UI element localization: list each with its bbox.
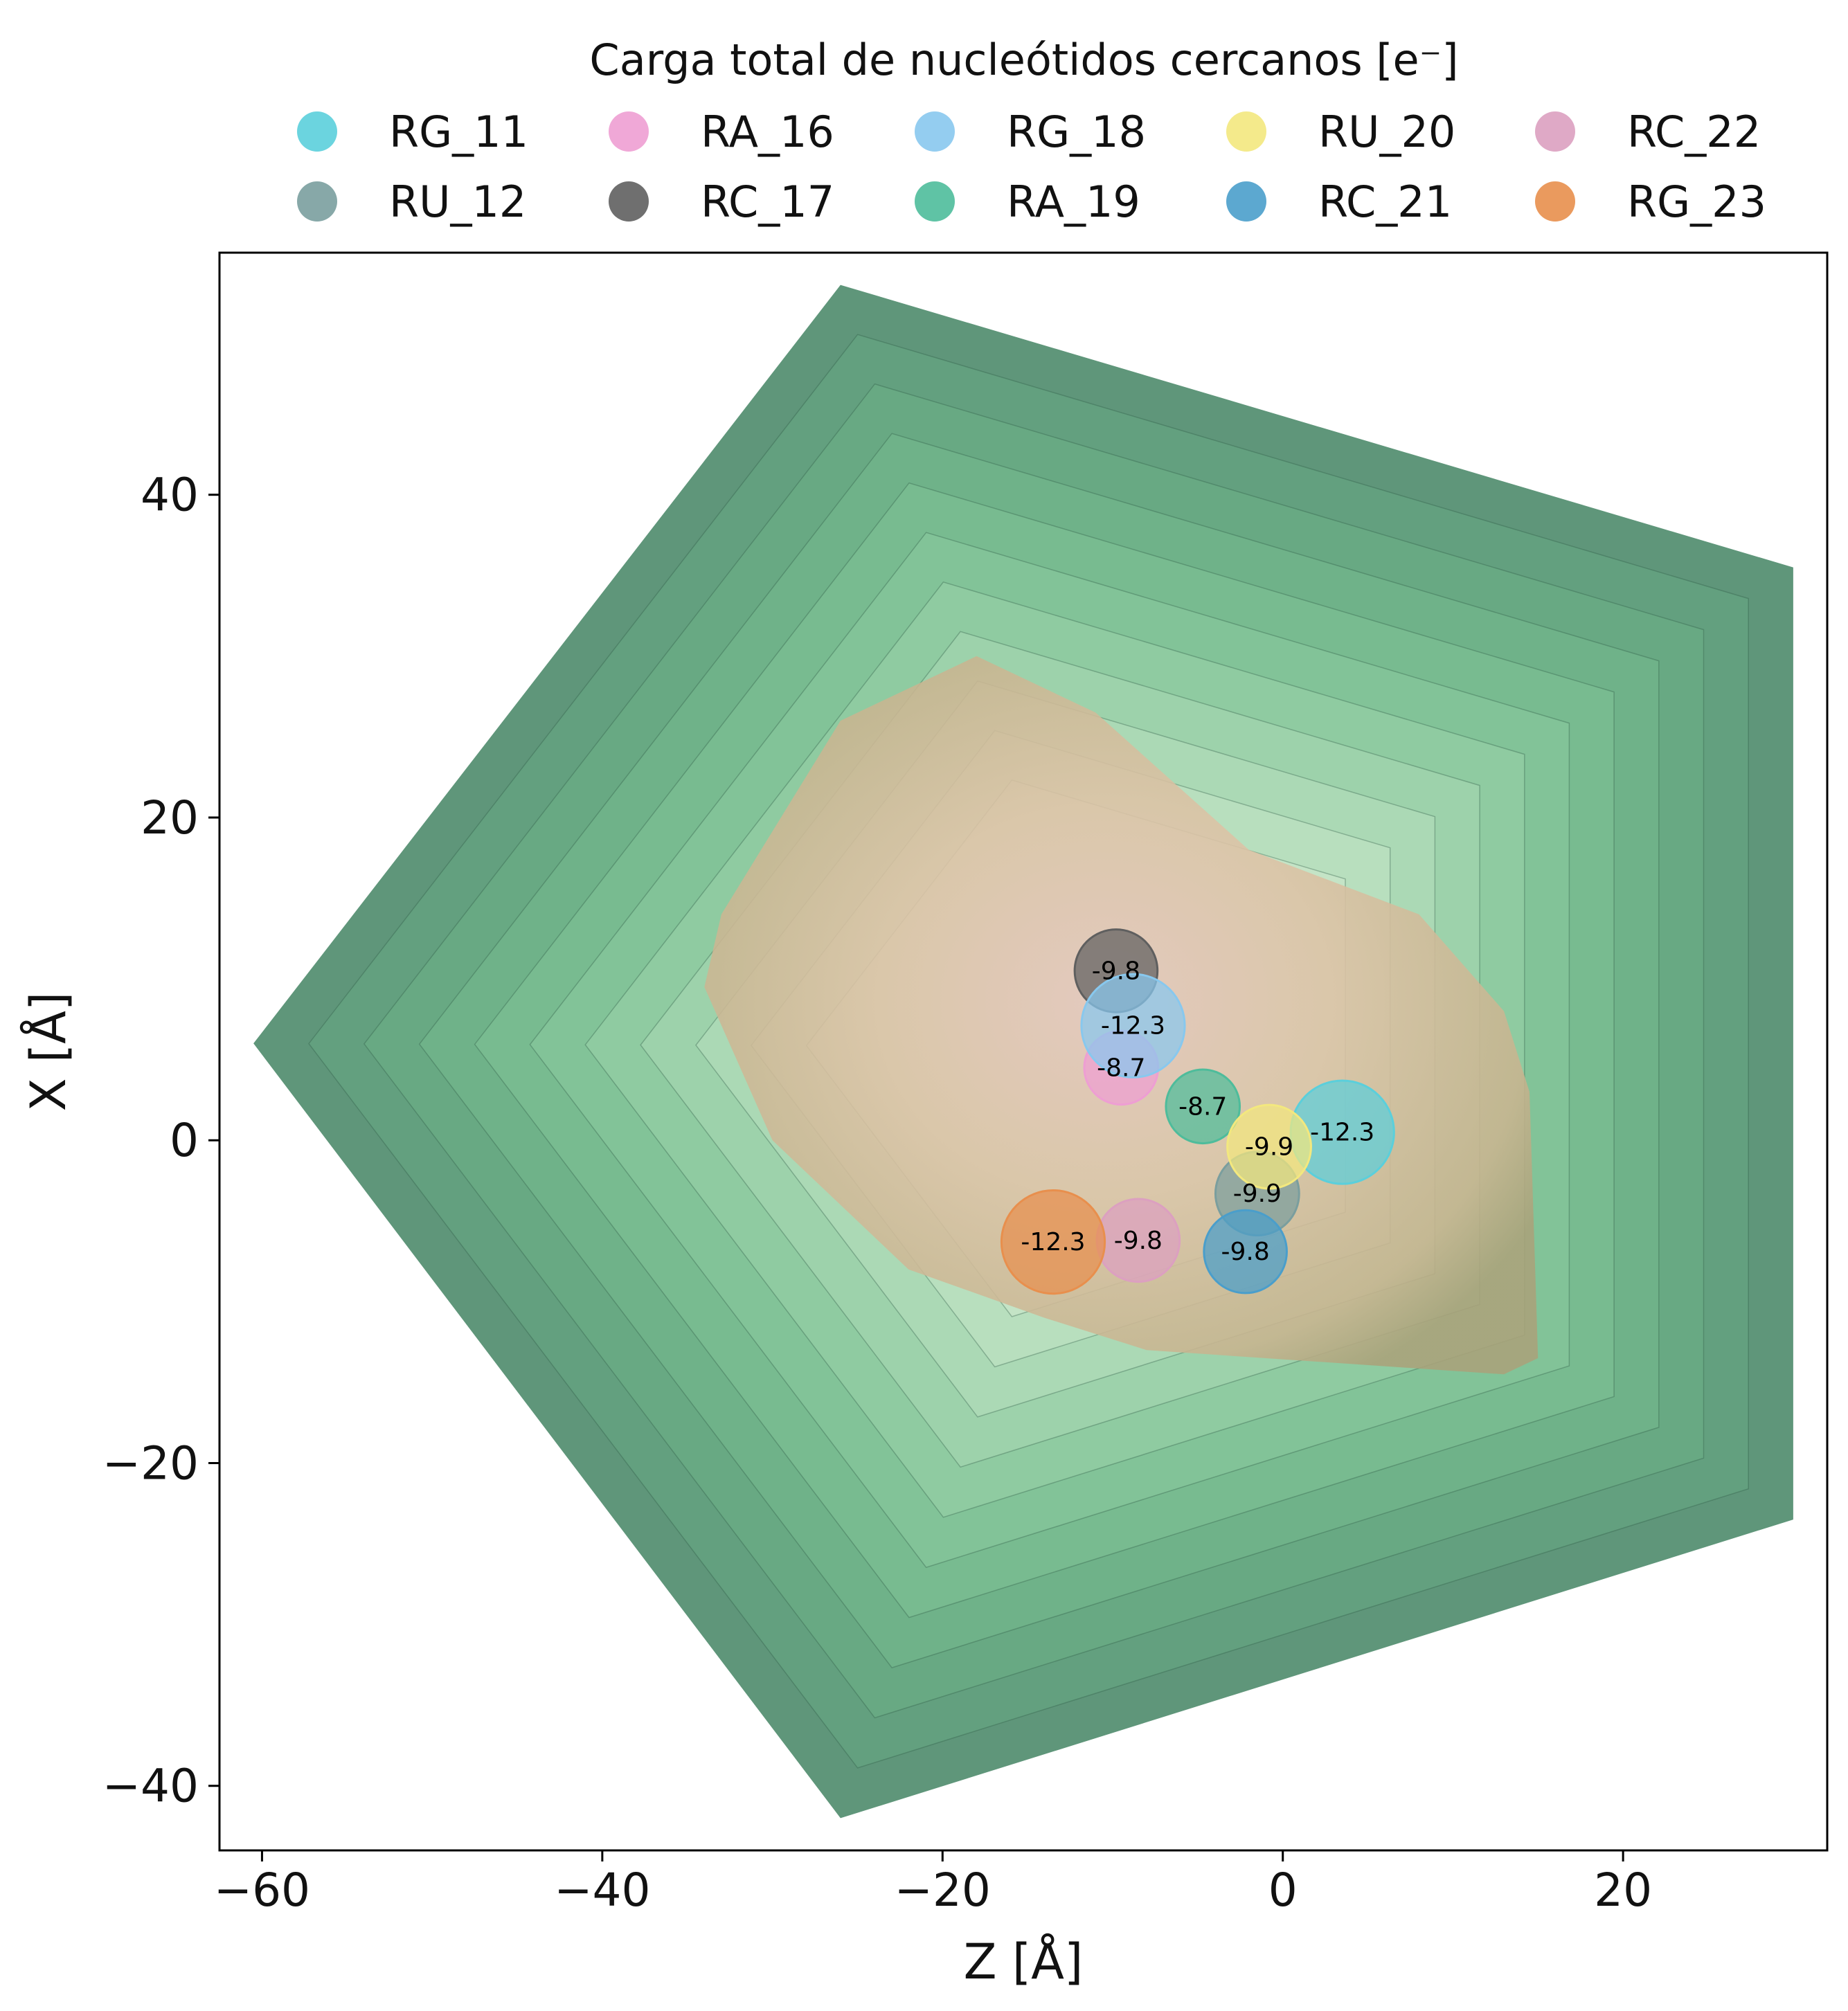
x-tick-label: 20 <box>1594 1864 1652 1917</box>
legend-item-rg-18: RG_18 <box>915 107 1146 157</box>
point-ru-20 <box>1226 1103 1312 1190</box>
data-label: -8.7 <box>1178 1092 1227 1121</box>
data-point <box>1226 1103 1312 1190</box>
legend-title: Carga total de nucleótidos cercanos [e⁻] <box>589 35 1458 85</box>
data-label: -12.3 <box>1021 1228 1085 1256</box>
legend-item-rg-23: RG_23 <box>1535 177 1766 227</box>
plot-frame <box>218 251 1829 1852</box>
data-label: -8.7 <box>1097 1054 1145 1082</box>
legend-item-ra-19: RA_19 <box>915 177 1140 227</box>
legend-marker <box>915 181 955 222</box>
contour-regions <box>253 285 1793 1819</box>
y-tick-label: −20 <box>102 1436 199 1490</box>
y-tick-label: 20 <box>141 791 199 845</box>
legend-label: RG_23 <box>1627 177 1766 227</box>
legend-item-rg-11: RG_11 <box>297 107 528 157</box>
data-label: -12.3 <box>1101 1012 1165 1040</box>
y-tick-label: 40 <box>141 469 199 522</box>
x-tick-label: −40 <box>554 1864 650 1917</box>
data-label: -9.8 <box>1221 1238 1270 1266</box>
legend-label: RA_16 <box>701 107 834 157</box>
data-points: -12.3 -9.9 -8.7 -9.8 -12.3 -8.7 -9.9 -9.8 -9.8 -1… <box>1000 928 1395 1295</box>
legend-label: RA_19 <box>1007 177 1140 227</box>
y-axis-label: X [Å] <box>20 992 77 1112</box>
legend-item-ru-12: RU_12 <box>297 177 526 227</box>
legend-marker <box>915 111 955 152</box>
legend-label: RG_11 <box>389 107 528 157</box>
axis-ticks: −60 −40 −20 0 20 −40 −20 0 20 40 <box>102 469 1652 1917</box>
legend-item-rc-17: RC_17 <box>609 177 834 227</box>
plot-area: -12.3 -9.9 -8.7 -9.8 -12.3 -8.7 -9.9 -9.8 -9.8 -1… <box>102 251 1829 1917</box>
data-label: -9.8 <box>1092 957 1140 985</box>
point-rc-21 <box>1203 1209 1288 1295</box>
legend-marker <box>1535 181 1575 222</box>
legend-marker <box>297 111 337 152</box>
legend-marker <box>609 111 649 152</box>
legend-item-ra-16: RA_16 <box>609 107 834 157</box>
legend-marker <box>1535 111 1575 152</box>
legend-label: RC_17 <box>701 177 834 227</box>
y-tick-label: −40 <box>102 1760 199 1813</box>
x-tick-label: −60 <box>214 1864 310 1917</box>
legend-label: RU_12 <box>389 177 526 227</box>
data-label: -12.3 <box>1310 1119 1374 1147</box>
data-point <box>1000 1189 1106 1295</box>
legend-label: RU_20 <box>1318 107 1455 157</box>
x-axis-label: Z [Å] <box>964 1933 1084 1990</box>
legend-marker <box>297 181 337 222</box>
data-point <box>1080 973 1186 1079</box>
point-ra-19 <box>1165 1068 1241 1145</box>
y-tick-label: 0 <box>170 1114 199 1167</box>
x-tick-label: 0 <box>1268 1864 1298 1917</box>
legend-label: RG_18 <box>1007 107 1146 157</box>
data-point <box>1203 1209 1288 1295</box>
point-rg-23 <box>1000 1189 1106 1295</box>
data-label: -9.8 <box>1114 1227 1163 1255</box>
legend-label: RC_21 <box>1318 177 1452 227</box>
legend-item-rc-22: RC_22 <box>1535 107 1761 157</box>
data-label: -9.9 <box>1233 1180 1282 1208</box>
legend-marker <box>1226 111 1266 152</box>
legend-item-rc-21: RC_21 <box>1226 177 1452 227</box>
legend-label: RC_22 <box>1627 107 1761 157</box>
x-tick-label: −20 <box>895 1864 991 1917</box>
legend-marker <box>609 181 649 222</box>
data-label: -9.9 <box>1245 1133 1293 1162</box>
point-rg-18 <box>1080 973 1186 1079</box>
legend-marker <box>1226 181 1266 222</box>
legend: Carga total de nucleótidos cercanos [e⁻]… <box>297 35 1766 227</box>
data-point <box>1165 1068 1241 1145</box>
legend-item-ru-20: RU_20 <box>1226 107 1455 157</box>
